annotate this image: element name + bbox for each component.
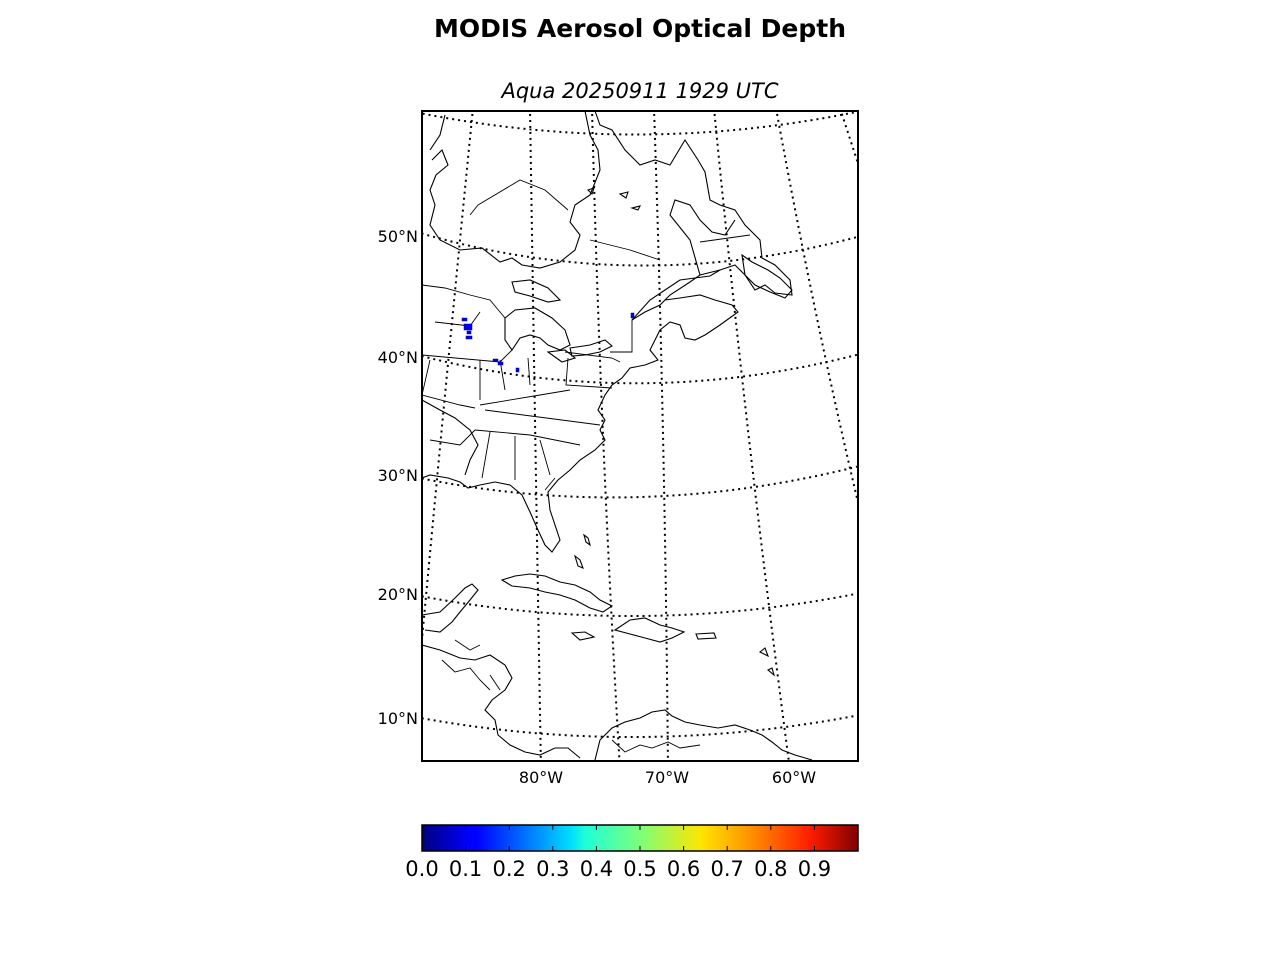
colorbar-labels: 0.0 0.1 0.2 0.3 0.4 0.5 0.6 0.7 0.8 0.9 [405, 857, 831, 881]
lat-label: 30°N [378, 466, 418, 485]
colorbar-tick-label: 0.3 [536, 857, 569, 881]
lon-label: 70°W [645, 768, 689, 787]
colorbar-tick-label: 0.2 [492, 857, 525, 881]
lat-label: 50°N [378, 227, 418, 246]
lat-labels: 50°N 40°N 30°N 20°N 10°N [378, 227, 418, 728]
colorbar-tick-label: 0.8 [754, 857, 787, 881]
lat-label: 40°N [378, 348, 418, 367]
aod-pixel [630, 312, 635, 319]
lat-label: 10°N [378, 709, 418, 728]
map-frame [421, 110, 859, 762]
graticule-meridians [422, 111, 858, 761]
colorbar-tick-label: 0.4 [580, 857, 613, 881]
map-area [422, 111, 858, 761]
aod-pixel [515, 367, 520, 373]
lon-label: 60°W [772, 768, 816, 787]
political-borders [422, 179, 751, 753]
aod-pixel [466, 330, 472, 335]
colorbar-tick-label: 0.9 [798, 857, 831, 881]
colorbar-tick-label: 0.6 [667, 857, 700, 881]
lon-labels: 80°W 70°W 60°W [519, 768, 816, 787]
lon-label: 80°W [519, 768, 563, 787]
colorbar-tick-label: 0.0 [405, 857, 438, 881]
lat-label: 20°N [378, 585, 418, 604]
aod-pixels [461, 312, 635, 373]
aod-pixel [465, 335, 473, 340]
colorbar-tick-label: 0.7 [710, 857, 743, 881]
colorbar-tick-label: 0.1 [449, 857, 482, 881]
figure-title: MODIS Aerosol Optical Depth [433, 14, 846, 43]
map-subtitle: Aqua 20250911 1929 UTC [501, 79, 779, 103]
graticule-parallels [422, 111, 858, 738]
coastlines [422, 111, 813, 761]
aod-pixel [461, 317, 468, 322]
colorbar-tick-label: 0.5 [623, 857, 656, 881]
aod-pixel [492, 358, 499, 362]
aod-pixel [497, 361, 504, 366]
colorbar-ticks [465, 825, 815, 851]
aod-pixel [463, 323, 473, 331]
colorbar: 0.0 0.1 0.2 0.3 0.4 0.5 0.6 0.7 0.8 0.9 [405, 824, 859, 881]
